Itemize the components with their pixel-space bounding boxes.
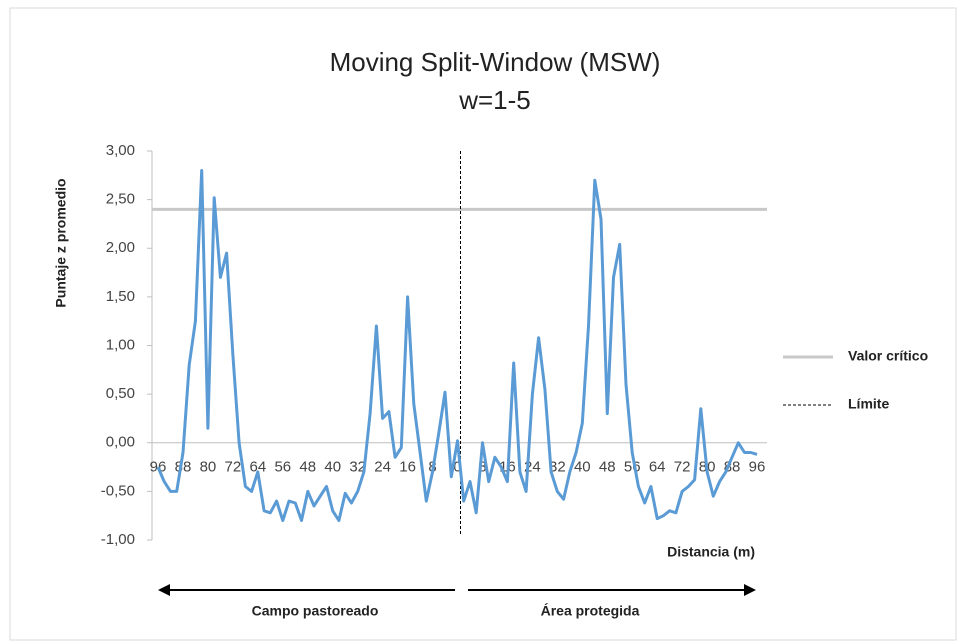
y-tick-label: 1,50 bbox=[106, 288, 135, 305]
x-tick-label: 88 bbox=[724, 459, 741, 476]
x-tick-label: 8 bbox=[478, 459, 486, 476]
annotation: Campo pastoreado bbox=[252, 603, 379, 619]
x-tick-label: 48 bbox=[599, 459, 616, 476]
x-tick-label: 48 bbox=[299, 459, 316, 476]
legend-label: Valor crítico bbox=[848, 348, 928, 364]
x-tick-label: 56 bbox=[274, 459, 291, 476]
x-axis-label: Distancia (m) bbox=[667, 544, 755, 560]
x-tick-label: 40 bbox=[574, 459, 591, 476]
legend-label: Límite bbox=[848, 396, 889, 412]
y-tick-label: -0,50 bbox=[101, 482, 135, 499]
x-tick-label: 24 bbox=[374, 459, 391, 476]
y-tick-label: 1,00 bbox=[106, 336, 135, 353]
x-tick-label: 96 bbox=[749, 459, 766, 476]
y-tick-label: 2,50 bbox=[106, 191, 135, 208]
x-tick-label: 80 bbox=[200, 459, 217, 476]
y-axis-label: Puntaje z promedio bbox=[53, 178, 69, 307]
x-tick-label: 72 bbox=[225, 459, 242, 476]
x-tick-label: 32 bbox=[349, 459, 366, 476]
frame bbox=[9, 7, 957, 641]
x-tick-label: 56 bbox=[624, 459, 641, 476]
arrow-head bbox=[158, 584, 170, 596]
y-tick-label: 0,50 bbox=[106, 385, 135, 402]
x-tick-label: 0 bbox=[453, 459, 461, 476]
chart-title: Moving Split-Window (MSW) bbox=[330, 47, 661, 77]
y-tick-label: -1,00 bbox=[101, 531, 135, 548]
x-tick-label: 16 bbox=[399, 459, 416, 476]
x-tick-label: 32 bbox=[549, 459, 566, 476]
annotation: Área protegida bbox=[541, 603, 640, 619]
data-line bbox=[156, 169, 758, 522]
y-tick-label: 3,00 bbox=[106, 142, 135, 159]
x-tick-label: 72 bbox=[674, 459, 691, 476]
x-tick-label: 40 bbox=[324, 459, 341, 476]
x-tick-label: 64 bbox=[249, 459, 266, 476]
y-tick-label: 0,00 bbox=[106, 434, 135, 451]
x-tick-label: 64 bbox=[649, 459, 666, 476]
arrow-head bbox=[744, 584, 756, 596]
y-tick-label: 2,00 bbox=[106, 239, 135, 256]
chart-subtitle: w=1-5 bbox=[458, 85, 531, 115]
